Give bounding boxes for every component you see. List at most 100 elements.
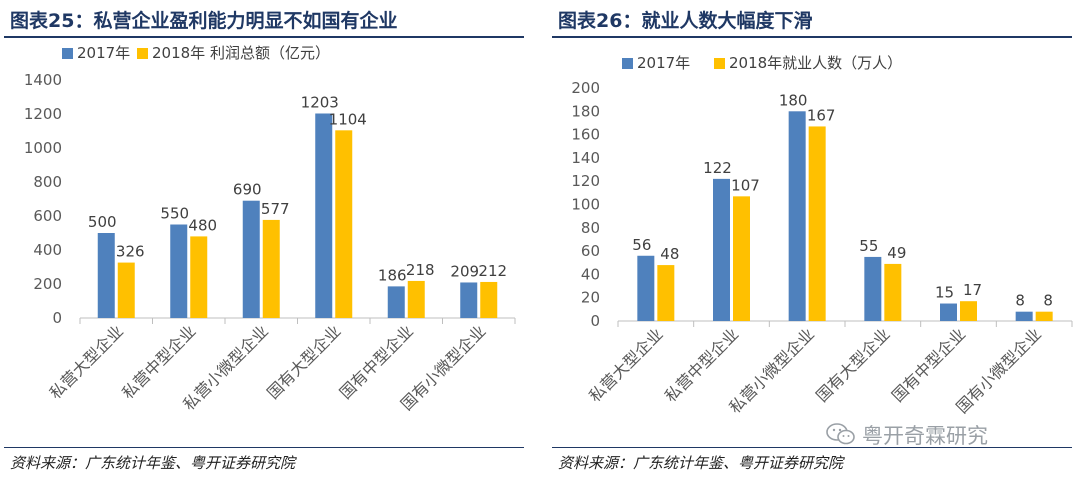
data-label: 122: [703, 159, 732, 177]
data-label: 212: [478, 262, 507, 280]
y-tick-label: 80: [581, 219, 600, 237]
y-tick-label: 0: [52, 309, 62, 327]
y-tick-label: 1200: [24, 105, 62, 123]
y-tick-label: 120: [571, 172, 600, 190]
bar: [960, 301, 977, 321]
bar: [884, 263, 902, 321]
x-tick-label: 国有大型企业: [812, 324, 893, 405]
y-tick-label: 1000: [24, 139, 62, 157]
y-tick-label: 140: [571, 149, 600, 167]
data-label: 17: [963, 281, 982, 299]
legend-item: 2017年: [622, 54, 690, 72]
bar: [190, 236, 208, 318]
y-tick-label: 800: [33, 173, 62, 191]
source-note: 资料来源：广东统计年鉴、粤开证券研究院: [558, 454, 844, 472]
bar: [940, 303, 957, 321]
bar: [788, 111, 806, 321]
wechat-icon: [826, 423, 855, 445]
data-label: 8: [1015, 292, 1025, 310]
data-label: 480: [188, 216, 217, 234]
data-label: 209: [450, 262, 479, 280]
x-tick-label: 私营中型企业: [118, 321, 199, 402]
x-tick-label: 国有大型企业: [263, 321, 344, 402]
data-label: 48: [660, 245, 679, 263]
chart-panel-profit: 图表25：私营企业盈利能力明显不如国有企业 2017年 2018年 利润总额（亿元…: [0, 0, 532, 482]
y-tick-label: 20: [581, 289, 600, 307]
bar: [657, 265, 675, 321]
data-label: 1203: [301, 93, 339, 111]
chart-panel-employment: 图表26：就业人数大幅度下滑 2017年 2018年就业人数（万人） 0 20 40 60…: [548, 0, 1080, 482]
data-label: 326: [116, 243, 145, 261]
x-tick-label: 私营中型企业: [661, 324, 742, 405]
bar: [733, 196, 750, 321]
legend-item: 2018年就业人数（万人）: [714, 54, 902, 72]
data-label: 690: [233, 181, 262, 199]
legend-item: 2018年 利润总额（亿元）: [137, 44, 330, 62]
source-divider: [4, 447, 524, 448]
chart-title: 图表25：私营企业盈利能力明显不如国有企业: [10, 10, 398, 32]
x-tick-label: 国有中型企业: [888, 324, 969, 405]
bar: [808, 126, 826, 321]
data-label: 577: [261, 200, 290, 218]
y-tick-label: 600: [33, 207, 62, 225]
bar: [407, 280, 425, 318]
bar: [387, 286, 405, 318]
y-tick-label: 40: [581, 265, 600, 283]
source-divider: [552, 447, 1072, 448]
legend-swatch: [714, 58, 725, 69]
source-note: 资料来源：广东统计年鉴、粤开证券研究院: [10, 454, 296, 472]
bar: [335, 130, 353, 318]
data-label: 186: [378, 266, 407, 284]
data-label: 550: [160, 205, 189, 223]
legend-label: 2017年: [77, 44, 130, 62]
bar: [460, 282, 478, 318]
bar: [262, 219, 280, 318]
bar: [1015, 311, 1033, 321]
title-divider: [552, 36, 1072, 38]
data-label: 167: [807, 106, 836, 124]
legend-label: 2018年 利润总额（亿元）: [152, 44, 330, 62]
legend-swatch: [622, 58, 633, 69]
profit-bar-chart: 2017年 2018年 利润总额（亿元） 0 200 400 600 800 1000 1200…: [24, 44, 516, 414]
data-label: 56: [632, 236, 651, 254]
y-tick-label: 100: [571, 196, 600, 214]
bar: [97, 233, 115, 318]
title-divider: [4, 36, 524, 38]
y-tick-label: 160: [571, 126, 600, 144]
bar: [117, 262, 135, 318]
legend-label: 2018年就业人数（万人）: [729, 54, 902, 72]
bar: [480, 281, 498, 318]
bar: [242, 200, 260, 318]
bar: [637, 255, 655, 321]
y-tick-label: 60: [581, 242, 600, 260]
x-tick-label: 私营大型企业: [585, 324, 666, 405]
legend-label: 2017年: [637, 54, 690, 72]
y-tick-label: 0: [590, 312, 600, 330]
data-label: 1104: [329, 110, 367, 128]
legend-swatch: [62, 48, 73, 59]
legend-swatch: [137, 48, 148, 59]
data-label: 15: [935, 284, 954, 302]
bar: [1035, 311, 1053, 321]
data-label: 8: [1043, 292, 1053, 310]
y-tick-label: 400: [33, 241, 62, 259]
x-tick-label: 私营大型企业: [46, 321, 127, 402]
bar: [713, 178, 730, 321]
watermark: 粤开奇霖研究: [826, 420, 1076, 448]
data-label: 218: [406, 261, 435, 279]
chart-title: 图表26：就业人数大幅度下滑: [558, 10, 813, 32]
y-tick-label: 180: [571, 102, 600, 120]
data-label: 55: [859, 237, 878, 255]
data-label: 49: [887, 244, 906, 262]
data-label: 500: [88, 213, 117, 231]
y-tick-label: 1400: [24, 71, 62, 89]
bar: [864, 256, 882, 321]
x-tick-label: 国有中型企业: [336, 321, 417, 402]
y-tick-label: 200: [571, 79, 600, 97]
y-tick-label: 200: [33, 275, 62, 293]
legend-item: 2017年: [62, 44, 130, 62]
bar: [170, 224, 188, 318]
data-label: 180: [779, 91, 808, 109]
bar: [315, 113, 333, 319]
data-label: 107: [731, 176, 760, 194]
